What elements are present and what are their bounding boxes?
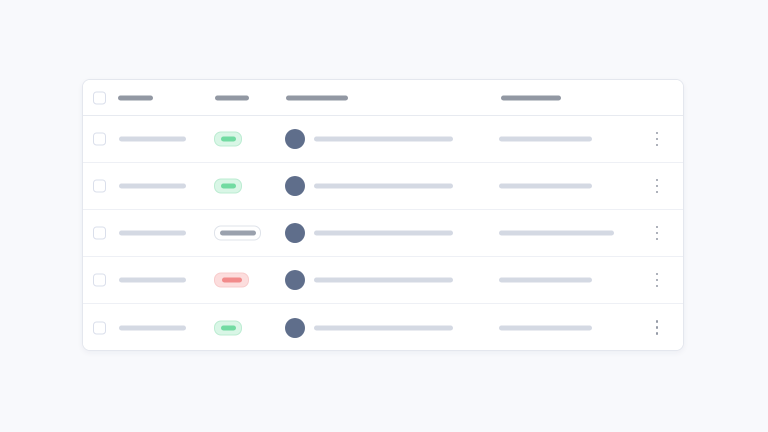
select-all-checkbox[interactable] bbox=[93, 91, 106, 104]
avatar bbox=[285, 129, 305, 149]
status-badge-bar bbox=[220, 136, 236, 142]
vertical-ellipsis-icon bbox=[655, 320, 659, 323]
vertical-ellipsis-icon bbox=[655, 178, 659, 182]
header-column-1-skeleton bbox=[118, 95, 153, 100]
vertical-ellipsis-icon bbox=[655, 131, 659, 135]
avatar bbox=[285, 317, 305, 338]
name-skeleton-bar bbox=[119, 325, 186, 330]
status-badge bbox=[214, 225, 261, 241]
status-badge-bar bbox=[220, 325, 236, 330]
value-skeleton-bar bbox=[499, 183, 592, 189]
name-skeleton-bar bbox=[119, 230, 186, 236]
description-skeleton-bar bbox=[314, 277, 453, 283]
table-row bbox=[83, 210, 683, 257]
kebab-menu-button[interactable] bbox=[647, 267, 667, 293]
status-badge-bar bbox=[219, 230, 256, 236]
table-row bbox=[83, 304, 683, 350]
header-column-4-skeleton bbox=[501, 95, 561, 100]
table-row bbox=[83, 163, 683, 210]
description-skeleton-bar bbox=[314, 230, 453, 236]
row-checkbox[interactable] bbox=[93, 179, 106, 193]
name-skeleton-bar bbox=[119, 136, 186, 142]
name-skeleton-bar bbox=[119, 183, 186, 189]
value-skeleton-bar bbox=[499, 277, 592, 283]
avatar bbox=[285, 176, 305, 196]
row-checkbox[interactable] bbox=[93, 321, 106, 334]
status-badge-bar bbox=[220, 183, 236, 189]
kebab-menu-button[interactable] bbox=[647, 220, 667, 246]
status-badge bbox=[214, 320, 242, 335]
status-badge bbox=[214, 272, 249, 288]
status-badge-bar bbox=[221, 277, 242, 283]
description-skeleton-bar bbox=[314, 325, 453, 330]
vertical-ellipsis-icon bbox=[655, 225, 659, 229]
table-card bbox=[82, 79, 684, 351]
kebab-menu-button[interactable] bbox=[647, 315, 667, 341]
row-checkbox[interactable] bbox=[93, 226, 106, 240]
kebab-menu-button[interactable] bbox=[647, 126, 667, 152]
table-row bbox=[83, 116, 683, 163]
description-skeleton-bar bbox=[314, 183, 453, 189]
value-skeleton-bar bbox=[499, 230, 614, 236]
name-skeleton-bar bbox=[119, 277, 186, 283]
value-skeleton-bar bbox=[499, 325, 592, 330]
vertical-ellipsis-icon bbox=[655, 272, 659, 276]
status-badge bbox=[214, 131, 242, 147]
table-header-row bbox=[83, 80, 683, 116]
value-skeleton-bar bbox=[499, 136, 592, 142]
row-checkbox[interactable] bbox=[93, 273, 106, 287]
kebab-menu-button[interactable] bbox=[647, 173, 667, 199]
header-column-3-skeleton bbox=[286, 95, 348, 100]
description-skeleton-bar bbox=[314, 136, 453, 142]
table-row bbox=[83, 257, 683, 304]
avatar bbox=[285, 270, 305, 290]
status-badge bbox=[214, 178, 242, 194]
avatar bbox=[285, 223, 305, 243]
header-column-2-skeleton bbox=[215, 95, 249, 100]
row-checkbox[interactable] bbox=[93, 132, 106, 146]
